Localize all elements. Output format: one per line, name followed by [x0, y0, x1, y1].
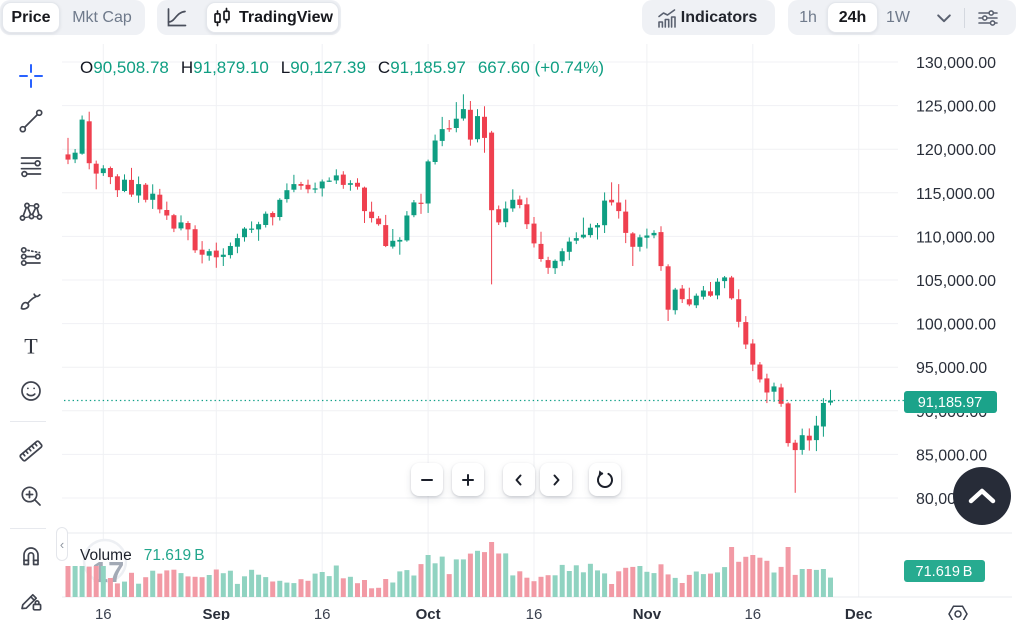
svg-text:Nov: Nov — [633, 606, 662, 620]
svg-text:16: 16 — [95, 606, 112, 620]
svg-text:91,185.97: 91,185.97 — [918, 395, 983, 411]
svg-text:Sep: Sep — [203, 606, 231, 620]
svg-text:95,000.00: 95,000.00 — [916, 360, 987, 377]
svg-text:Dec: Dec — [845, 606, 873, 620]
svg-text:16: 16 — [314, 606, 331, 620]
svg-text:16: 16 — [526, 606, 543, 620]
svg-text:125,000.00: 125,000.00 — [916, 99, 996, 116]
svg-text:85,000.00: 85,000.00 — [916, 447, 987, 464]
svg-text:130,000.00: 130,000.00 — [916, 55, 996, 72]
svg-text:16: 16 — [744, 606, 761, 620]
svg-text:71.619 B: 71.619 B — [916, 564, 973, 580]
svg-text:100,000.00: 100,000.00 — [916, 317, 996, 334]
svg-text:110,000.00: 110,000.00 — [916, 229, 995, 246]
svg-text:115,000.00: 115,000.00 — [916, 186, 995, 203]
svg-text:Oct: Oct — [416, 606, 441, 620]
svg-text:120,000.00: 120,000.00 — [916, 142, 996, 159]
svg-text:105,000.00: 105,000.00 — [916, 273, 996, 290]
svg-text:T: T — [24, 334, 38, 359]
